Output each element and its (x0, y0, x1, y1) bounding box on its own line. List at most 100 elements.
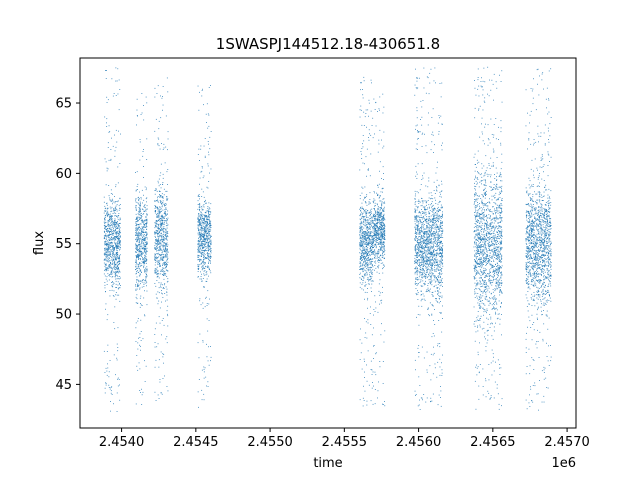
data-point (364, 261, 366, 262)
data-point (116, 247, 118, 249)
data-point (146, 234, 148, 236)
data-point (378, 381, 379, 383)
data-point (364, 360, 365, 362)
data-point (369, 245, 371, 247)
data-point (111, 394, 113, 395)
data-point (118, 226, 120, 227)
data-point (199, 234, 201, 236)
data-point (113, 226, 115, 228)
data-point (359, 198, 361, 200)
data-point (162, 223, 164, 225)
data-point (136, 245, 138, 247)
data-point (135, 296, 137, 298)
data-point (373, 231, 375, 233)
data-point (382, 216, 384, 218)
data-point (157, 137, 159, 139)
data-point (426, 264, 428, 266)
data-point (202, 307, 204, 309)
data-point (157, 207, 158, 209)
data-point (201, 228, 203, 230)
data-point (204, 231, 206, 233)
data-point (160, 95, 161, 97)
data-point (113, 264, 115, 266)
data-point (111, 274, 113, 275)
data-point (117, 227, 118, 229)
data-point (137, 302, 139, 304)
data-point (421, 250, 423, 252)
data-point (209, 216, 211, 218)
data-point (114, 328, 116, 330)
data-point (198, 239, 199, 241)
data-point (362, 249, 364, 251)
data-point (374, 215, 376, 217)
data-point (427, 186, 429, 188)
data-point (362, 222, 364, 224)
data-point (419, 231, 420, 233)
data-point (375, 353, 377, 355)
data-point (145, 207, 146, 209)
data-point (416, 80, 418, 82)
data-point (143, 229, 145, 231)
data-point (362, 243, 364, 245)
data-point (366, 243, 368, 245)
data-point (372, 269, 374, 271)
data-point (416, 234, 418, 235)
data-point (164, 210, 166, 212)
data-point (165, 238, 167, 239)
data-point (156, 274, 158, 275)
data-point (363, 256, 365, 258)
data-point (372, 252, 374, 254)
data-point (360, 240, 361, 242)
data-point (136, 218, 138, 220)
data-point (433, 217, 435, 219)
data-point (119, 232, 121, 234)
data-point (160, 219, 162, 221)
data-point (114, 196, 115, 197)
data-point (145, 278, 147, 280)
data-point (417, 263, 418, 265)
data-point (117, 327, 119, 329)
data-point (382, 210, 384, 212)
data-point (374, 212, 376, 214)
data-point (197, 218, 199, 220)
data-point (430, 281, 432, 283)
data-point (106, 243, 108, 245)
data-point (366, 272, 368, 274)
data-point (119, 217, 121, 219)
data-point (371, 264, 373, 266)
data-point (110, 218, 112, 219)
data-point (111, 234, 113, 236)
data-point (381, 218, 383, 220)
data-point (363, 247, 365, 249)
data-point (115, 228, 117, 230)
data-point (143, 221, 145, 223)
data-point (141, 256, 143, 257)
data-point (421, 236, 423, 238)
data-point (366, 126, 367, 128)
data-point (369, 229, 371, 230)
data-point (198, 242, 200, 244)
data-point (374, 214, 375, 215)
data-point (154, 210, 156, 211)
data-point (154, 222, 156, 224)
data-point (362, 199, 364, 201)
data-point (105, 70, 106, 71)
data-point (111, 271, 113, 273)
data-point (202, 268, 204, 270)
data-point (158, 239, 160, 240)
data-point (198, 240, 200, 242)
data-point (108, 237, 110, 239)
data-point (424, 220, 426, 222)
data-point (364, 216, 366, 217)
data-point (105, 268, 107, 270)
data-point (107, 220, 109, 222)
data-point (118, 379, 120, 380)
data-point (359, 248, 361, 250)
data-point (109, 215, 111, 217)
data-point (112, 255, 114, 257)
data-point (384, 265, 385, 267)
data-point (158, 224, 160, 226)
data-point (138, 233, 140, 235)
data-point (365, 274, 367, 276)
data-point (163, 242, 165, 244)
